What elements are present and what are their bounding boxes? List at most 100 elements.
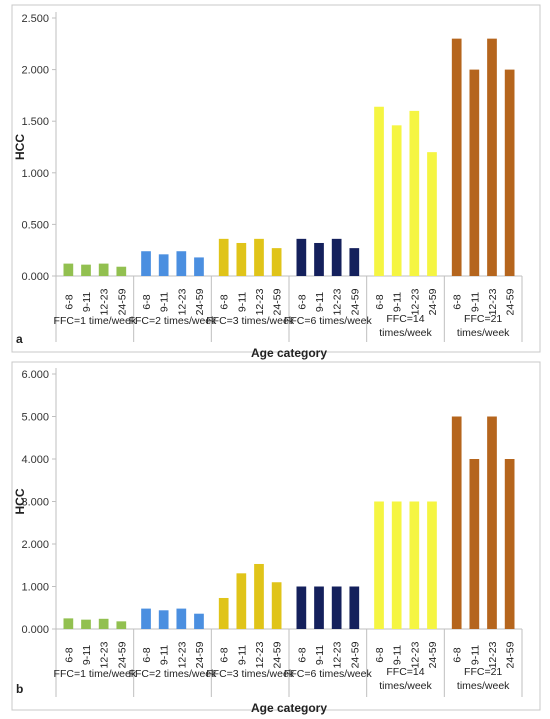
y-tick-label: 2.000 [21,65,49,77]
category-tick-label: 24-59 [116,288,128,315]
category-tick-label: 12-23 [99,641,111,668]
bar [409,501,420,629]
category-tick-label: 12-23 [487,288,499,315]
bar [504,459,515,629]
y-tick-label: 3.000 [21,497,49,509]
category-tick-label: 6-8 [374,647,386,662]
x-axis-title: Age category [251,701,327,715]
category-tick-label: 6-8 [63,647,75,662]
bar [487,38,497,276]
category-tick-label: 9-11 [236,645,248,665]
category-tick-label: 24-59 [194,641,206,668]
y-tick-label: 2.000 [21,539,49,551]
panel-label: b [16,682,23,696]
group-label: FFC=6 times/week [284,668,373,680]
bar [236,242,247,276]
category-tick-label: 12-23 [176,288,188,315]
category-tick-label: 9-11 [314,645,326,665]
bar [63,618,74,629]
bar [176,251,187,276]
group-label: FFC=14 [386,666,424,678]
bar [331,238,342,276]
category-tick-label: 12-23 [99,288,111,315]
group-label: FFC=1 time/week [54,668,137,680]
chart-panel-a: 0.000 0.500 1.000 1.500 2.000 2.500 HCC 6-8 9-11… [11,4,541,360]
bar [451,38,462,276]
group-label: times/week [457,327,510,339]
group-label: FFC=3 times/week [206,668,295,680]
bar [236,573,247,629]
category-tick-label: 24-59 [427,641,439,668]
category-tick-label: 24-59 [349,288,361,315]
category-tick-label: 6-8 [374,294,386,309]
panel-frame [11,361,541,711]
group-label: FFC=2 times/week [129,668,218,680]
category-tick-label: 24-59 [116,641,128,668]
bar [98,263,109,276]
category-tick-label: 24-59 [272,641,284,668]
category-tick-label: 24-59 [272,288,284,315]
bar [158,254,169,276]
category-tick-label: 9-11 [392,645,404,665]
group-label: times/week [379,327,432,339]
bar [116,621,127,629]
bar [409,110,420,276]
bar [391,125,402,276]
category-tick-label: 24-59 [349,641,361,668]
bar [296,238,307,276]
bar [158,610,169,629]
y-tick-label: 0.500 [21,219,49,231]
category-tick-label: 6-8 [452,647,464,662]
group-label: FFC=21 [464,666,502,678]
bar [374,106,384,276]
y-tick-label: 5.000 [21,412,49,424]
bar [254,238,264,276]
bar [63,263,74,276]
bar [314,242,324,276]
x-axis-title: Age category [251,346,327,360]
bar [427,501,437,629]
group-label: FFC=21 [464,313,502,325]
panel-frame [11,4,541,353]
category-tick-label: 9-11 [392,292,404,312]
group-label: times/week [457,680,510,692]
category-tick-label: 6-8 [141,647,153,662]
category-tick-label: 9-11 [159,292,171,312]
category-tick-label: 24-59 [505,288,517,315]
bar [141,251,151,276]
bar [271,248,282,276]
category-tick-label: 12-23 [409,288,421,315]
bar [218,597,229,629]
category-tick-label: 12-23 [409,641,421,668]
bar [81,264,91,276]
category-tick-label: 6-8 [219,294,231,309]
group-label: FFC=2 times/week [129,315,218,327]
category-tick-label: 9-11 [469,292,481,312]
group-label: FFC=3 times/week [206,315,295,327]
category-tick-label: 12-23 [254,288,266,315]
y-tick-label: 2.500 [21,13,49,25]
category-tick-label: 9-11 [81,292,93,312]
category-tick-label: 9-11 [314,292,326,312]
y-tick-label: 4.000 [21,454,49,466]
y-tick-label: 1.500 [21,116,49,128]
panel-label: a [16,332,23,346]
bar [81,619,91,629]
y-axis-title: HCC [13,488,27,514]
bar [271,582,282,629]
bar [254,563,264,629]
category-tick-label: 24-59 [427,288,439,315]
category-tick-label: 12-23 [254,641,266,668]
category-tick-label: 6-8 [219,647,231,662]
bar [469,69,480,276]
category-tick-label: 6-8 [63,294,75,309]
chart-panel-b: 0.000 1.000 2.000 3.000 4.000 5.000 6.000 HCC 6-… [11,361,541,715]
category-tick-label: 6-8 [296,294,308,309]
group-label: times/week [379,680,432,692]
bar [314,586,324,629]
category-tick-label: 9-11 [469,645,481,665]
bar [487,416,497,629]
category-tick-label: 9-11 [159,645,171,665]
bar [504,69,515,276]
